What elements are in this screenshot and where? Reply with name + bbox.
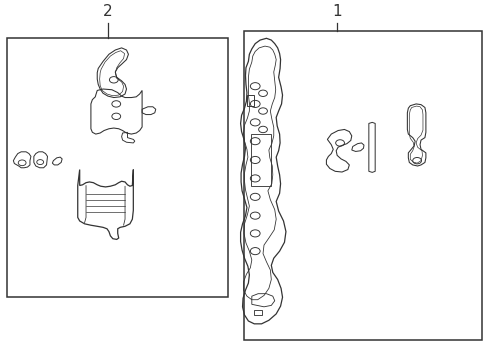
Text: 2: 2 [103,4,113,19]
Bar [244,31,482,340]
Text: 1: 1 [332,4,341,19]
Bar [6,38,228,297]
